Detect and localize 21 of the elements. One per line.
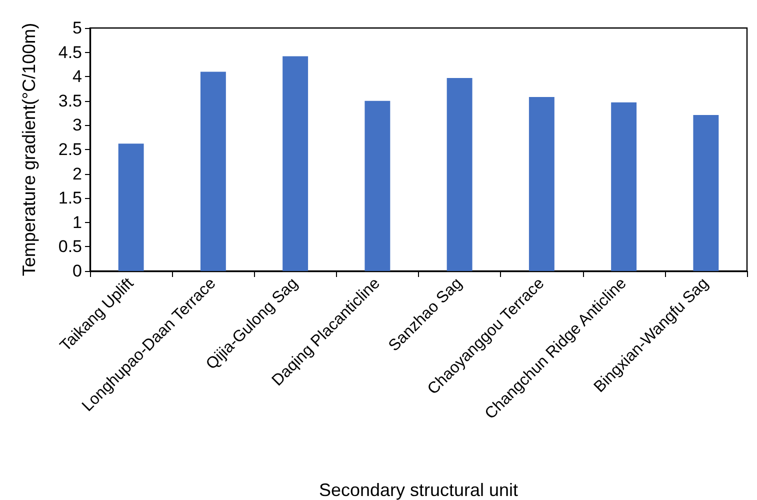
y-tick-label: 2 <box>72 164 82 184</box>
bar <box>528 97 554 271</box>
x-axis-title: Secondary structural unit <box>318 480 518 500</box>
y-tick-label: 0.5 <box>58 237 82 256</box>
y-tick-label: 0 <box>72 262 82 280</box>
y-tick-label: 4.5 <box>58 42 82 62</box>
y-tick-label: 3.5 <box>58 91 82 110</box>
bar <box>364 100 390 271</box>
y-tick-label: 2.5 <box>58 140 82 159</box>
bar <box>693 114 719 271</box>
bar <box>611 102 637 271</box>
y-tick-label: 4 <box>72 67 82 86</box>
y-tick-label: 5 <box>72 18 82 38</box>
bar <box>200 72 226 271</box>
bar <box>118 144 144 271</box>
y-tick-label: 1.5 <box>58 188 82 208</box>
bar <box>282 56 308 271</box>
bar <box>446 78 472 271</box>
y-axis-title: Temperature gradient(°C/100m) <box>19 22 39 276</box>
y-tick-label: 1 <box>72 212 82 232</box>
y-tick-label: 3 <box>72 116 82 135</box>
